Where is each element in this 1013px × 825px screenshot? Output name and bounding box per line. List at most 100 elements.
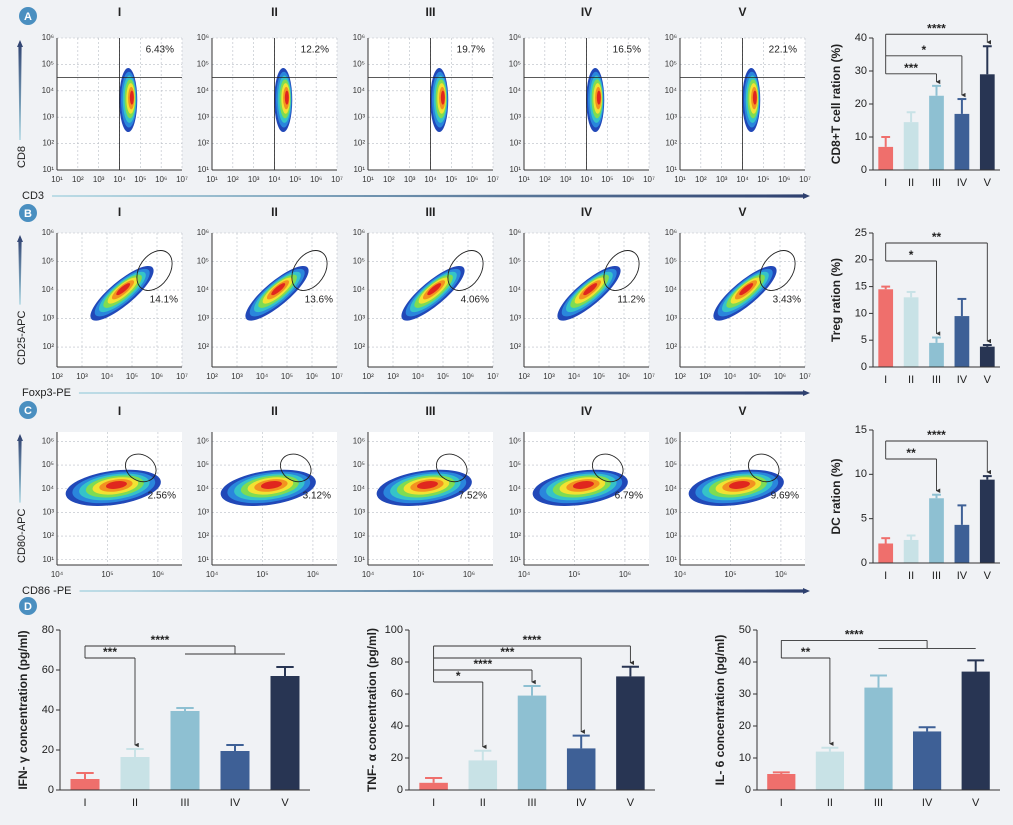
x-tick-label: 10⁵ [749,372,761,381]
y-tick-label: 10³ [197,508,209,517]
y-tick-label: 10² [665,531,677,540]
y-tick-label: 10³ [509,112,521,121]
bar [979,346,995,367]
x-tick-label: 10⁴ [724,372,737,381]
x-tick-label: 10⁶ [307,570,319,579]
percent-label: 6.79% [615,490,643,501]
panel-title: II [271,205,278,219]
bar [979,479,995,563]
x-tick-label: 10¹ [362,175,374,184]
y-tick-label: 10⁶ [42,228,54,237]
y-tick-label: 20 [739,720,751,732]
y-axis-label: CD8 [16,146,28,168]
y-axis-label: DC ration (%) [829,459,843,535]
y-tick-label: 10³ [197,314,209,323]
y-tick-label: 10⁶ [509,437,521,446]
y-tick-label: 0 [861,164,867,176]
panel-title: II [271,404,278,418]
bar [170,711,200,790]
y-tick-label: 10⁵ [509,460,521,469]
y-tick-label: 10¹ [42,165,54,174]
x-tick-label: 10¹ [51,175,63,184]
x-tick-label: 10⁴ [580,175,593,184]
x-tick-label: 10¹ [674,175,686,184]
x-tick-label: III [527,797,536,809]
x-tick-label: 10⁶ [306,372,318,381]
x-tick-label: 10⁷ [176,175,188,184]
x-tick-label: 10⁷ [331,175,343,184]
y-tick-label: 10⁴ [353,484,366,493]
x-tick-label: I [884,374,887,386]
x-tick-label: II [908,570,914,582]
y-tick-label: 10⁵ [197,257,209,266]
x-tick-label: 10⁶ [462,372,474,381]
x-tick-label: 10⁵ [724,570,736,579]
x-tick-label: 10⁵ [101,570,113,579]
percent-label: 12.2% [301,45,329,56]
axis-arrow [17,434,23,503]
percent-label: 11.2% [617,295,645,306]
y-tick-label: 10² [509,139,521,148]
significance-label: **** [927,21,946,35]
panel-title: III [425,5,435,19]
x-tick-label: 10⁵ [289,175,301,184]
x-tick-label: 10⁵ [445,175,457,184]
y-tick-label: 10 [855,131,867,143]
panel-title: III [425,404,435,418]
y-axis-label: CD25-APC [16,311,28,365]
gate [435,453,468,483]
y-tick-label: 10³ [509,508,521,517]
panel-title: IV [581,205,592,219]
x-tick-label: 10² [72,175,84,184]
y-tick-label: 10⁴ [509,484,522,493]
y-tick-label: 10³ [665,314,677,323]
y-tick-label: 10² [197,139,209,148]
y-tick-label: 0 [48,784,54,796]
y-tick-label: 10³ [509,314,521,323]
x-tick-label: 10³ [716,175,728,184]
x-tick-label: 10⁶ [775,570,787,579]
y-tick-label: 80 [42,624,54,636]
y-tick-label: 10⁵ [665,460,677,469]
bar [878,289,894,367]
percent-label: 22.1% [769,45,797,56]
y-tick-label: 15 [855,281,867,293]
density-blob [739,283,754,296]
significance-label: ** [906,446,916,460]
x-tick-label: II [480,797,486,809]
significance-label: *** [500,645,514,659]
density-blob [573,480,594,489]
y-tick-label: 10³ [665,112,677,121]
percent-label: 19.7% [457,45,485,56]
x-tick-label: II [132,797,138,809]
percent-label: 3.12% [303,490,331,501]
y-tick-label: 10⁶ [665,33,677,42]
density-blob [440,90,445,105]
density-blob [752,90,757,105]
percent-label: 4.06% [461,295,489,306]
x-tick-label: 10⁴ [256,372,269,381]
x-tick-label: IV [922,797,933,809]
x-tick-label: 10⁷ [799,372,811,381]
axis-arrow [17,40,23,140]
bar [878,543,894,563]
y-tick-label: 10⁴ [42,285,55,294]
density-blob [116,283,131,296]
x-tick-label: V [281,797,289,809]
gate [759,250,796,291]
x-tick-label: 10³ [76,372,88,381]
x-tick-label: 10⁴ [113,175,126,184]
axis-arrow [52,193,810,199]
x-tick-label: III [932,177,941,189]
x-tick-label: 10³ [387,372,399,381]
x-tick-label: 10⁷ [487,372,499,381]
y-tick-label: 10⁴ [197,285,210,294]
y-tick-label: 10¹ [509,165,521,174]
y-tick-label: 40 [855,32,867,44]
x-tick-label: IV [957,570,968,582]
x-tick-label: 10² [227,175,239,184]
gate [136,250,173,291]
y-tick-label: 10⁶ [509,228,521,237]
x-axis-label: Foxp3-PE [22,387,71,399]
y-tick-label: 10⁵ [665,60,677,69]
